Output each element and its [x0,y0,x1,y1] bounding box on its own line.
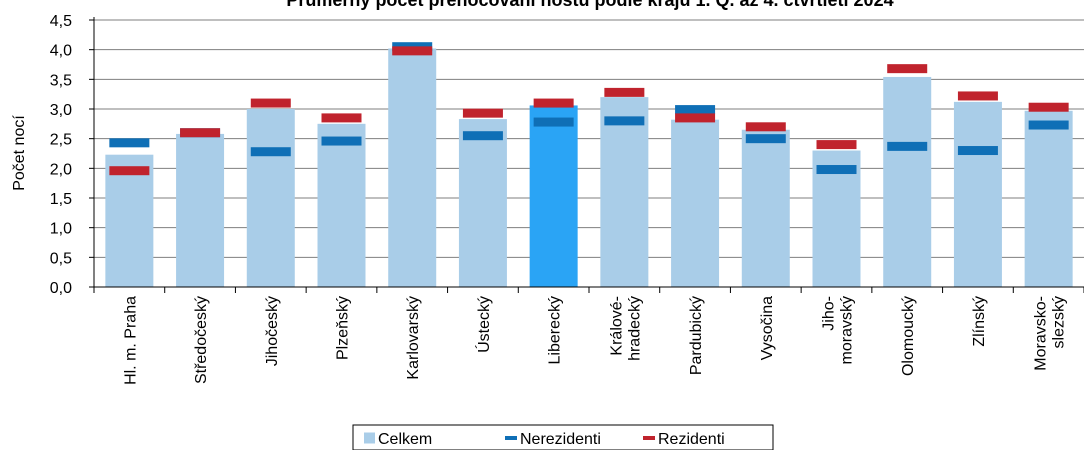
marker-rezidenti [887,64,928,74]
legend-label-rezidenti: Rezidenti [658,431,725,448]
y-tick-label: 1,5 [50,191,72,208]
x-tick-labels: Hl. m. Praha Středočeský Jihočeský Plzeňský… [122,296,1067,385]
x-tick-label-line: hradecký [626,296,643,361]
legend-box [352,424,774,450]
x-tick-label: Karlovarský [405,296,422,380]
gridlines [94,19,1084,258]
bar-celkem [317,123,366,287]
bar-celkem [883,76,932,288]
y-tick-label: 2,0 [50,161,72,178]
marker-rezidenti [321,113,362,123]
x-tick-label-line: Vysočina [759,296,776,360]
axes [89,17,1084,293]
marker-nerezidenti [321,136,362,146]
y-tick-label: 0,5 [50,250,72,267]
bar-celkem [1024,110,1073,287]
marker-nerezidenti [675,105,716,115]
x-tick-label: Hl. m. Praha [122,296,139,385]
bar-celkem [388,48,437,288]
bar-celkem [105,154,154,287]
bar-celkem [529,105,578,287]
x-tick-label: Moravsko-slezský [1033,296,1068,371]
x-tick-label-line: Hl. m. Praha [122,296,139,385]
marker-nerezidenti [957,146,998,156]
x-tick-label: Vysočina [759,296,776,360]
x-tick-label: Pardubický [688,296,705,375]
marker-nerezidenti [745,134,786,144]
x-tick-label-line: Olomoucký [900,296,917,376]
x-tick-label-line: slezský [1051,296,1068,348]
y-tick-label: 0,0 [50,280,72,297]
y-tick-labels: 0,0 0,5 1,0 1,5 2,0 2,5 3,0 3,5 4,0 4,5 [50,13,72,297]
x-tick-label-line: Plzeňský [335,296,352,360]
marker-rezidenti [392,46,433,56]
bar-celkem [953,101,1002,287]
x-tick-label-line: Liberecký [547,296,564,364]
legend-swatch-celkem [364,432,375,444]
marker-rezidenti [533,98,574,108]
x-tick-label: Králové-hradecký [608,296,643,361]
markers [109,42,1069,176]
y-tick-label: 2,5 [50,132,72,149]
bar-celkem [246,109,295,287]
marker-rezidenti [1028,102,1069,112]
legend-swatch-nerezidenti [505,436,517,440]
legend-label-celkem: Celkem [378,431,432,448]
marker-nerezidenti [604,116,645,126]
x-tick-label-line: Jihočeský [264,296,281,366]
marker-nerezidenti [109,138,150,148]
marker-rezidenti [250,98,291,108]
legend-swatch-rezidenti [643,436,655,440]
x-tick-label-line: Pardubický [688,296,705,375]
x-tick-label-line: Králové- [608,296,625,356]
marker-nerezidenti [533,117,574,127]
marker-nerezidenti [250,147,291,157]
x-tick-label-line: Jiho- [821,296,838,331]
y-axis-label: Počet nocí [11,115,28,191]
y-tick-label: 4,5 [50,13,72,30]
chart-title: Průměrný počet přenocování hostů podle k… [286,0,893,10]
legend: Celkem Nerezidenti Rezidenti [352,424,774,450]
x-tick-label-line: Karlovarský [405,296,422,380]
marker-rezidenti [604,87,645,97]
marker-nerezidenti [816,165,857,175]
marker-nerezidenti [462,131,503,141]
legend-label-nerezidenti: Nerezidenti [520,431,601,448]
x-tick-label-line: Moravsko- [1033,296,1050,371]
marker-rezidenti [957,91,998,101]
x-tick-label: Zlínský [971,296,988,347]
marker-nerezidenti [1028,120,1069,130]
x-tick-label-line: Ústecký [474,296,493,353]
bar-celkem [741,129,790,287]
marker-rezidenti [675,113,716,123]
marker-rezidenti [816,140,857,150]
marker-rezidenti [109,166,150,176]
bar-celkem [671,119,720,288]
x-tick-label-line: Středočeský [193,296,210,384]
x-tick-label: Jihočeský [264,296,281,366]
y-tick-label: 1,0 [50,221,72,238]
marker-rezidenti [745,122,786,132]
bars [105,48,1073,288]
x-tick-label: Liberecký [547,296,564,364]
y-tick-label: 3,0 [50,102,72,119]
x-tick-label: Jiho-moravský [821,296,856,364]
x-tick-label: Ústecký [474,296,493,353]
marker-rezidenti [462,108,503,118]
x-tick-label-line: Zlínský [971,296,988,347]
x-tick-label: Středočeský [193,296,210,384]
bar-celkem [176,133,225,287]
x-tick-label-line: moravský [839,296,856,364]
marker-rezidenti [180,128,221,138]
x-tick-label: Plzeňský [335,296,352,360]
marker-nerezidenti [887,141,928,151]
y-tick-label: 4,0 [50,43,72,60]
x-tick-label: Olomoucký [900,296,917,376]
bar-celkem [600,97,649,287]
y-tick-label: 3,5 [50,72,72,89]
bar-celkem [458,119,507,287]
